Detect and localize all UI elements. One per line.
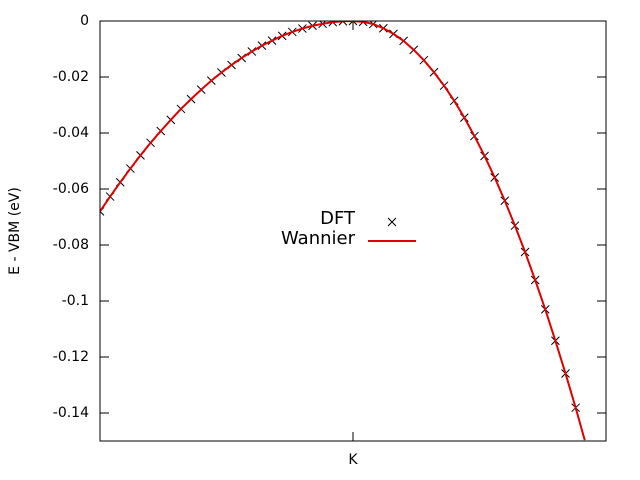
- y-tick-label: -0.06: [53, 181, 89, 197]
- y-tick-label: -0.14: [53, 405, 89, 421]
- data-point: [348, 21, 358, 26]
- y-tick-label: 0: [80, 13, 89, 29]
- y-tick-label: -0.1: [62, 293, 89, 309]
- legend-marker: [387, 217, 397, 227]
- x-tick-label: K: [348, 452, 358, 468]
- y-tick-label: -0.02: [53, 69, 89, 85]
- legend-label: DFT: [320, 208, 356, 229]
- y-tick-label: -0.08: [53, 237, 89, 253]
- y-axis-label: E - VBM (eV): [7, 187, 23, 275]
- y-tick-label: -0.04: [53, 125, 89, 141]
- plot-border: [99, 20, 607, 442]
- y-tick-label: -0.12: [53, 349, 89, 365]
- legend-label: Wannier: [281, 228, 356, 249]
